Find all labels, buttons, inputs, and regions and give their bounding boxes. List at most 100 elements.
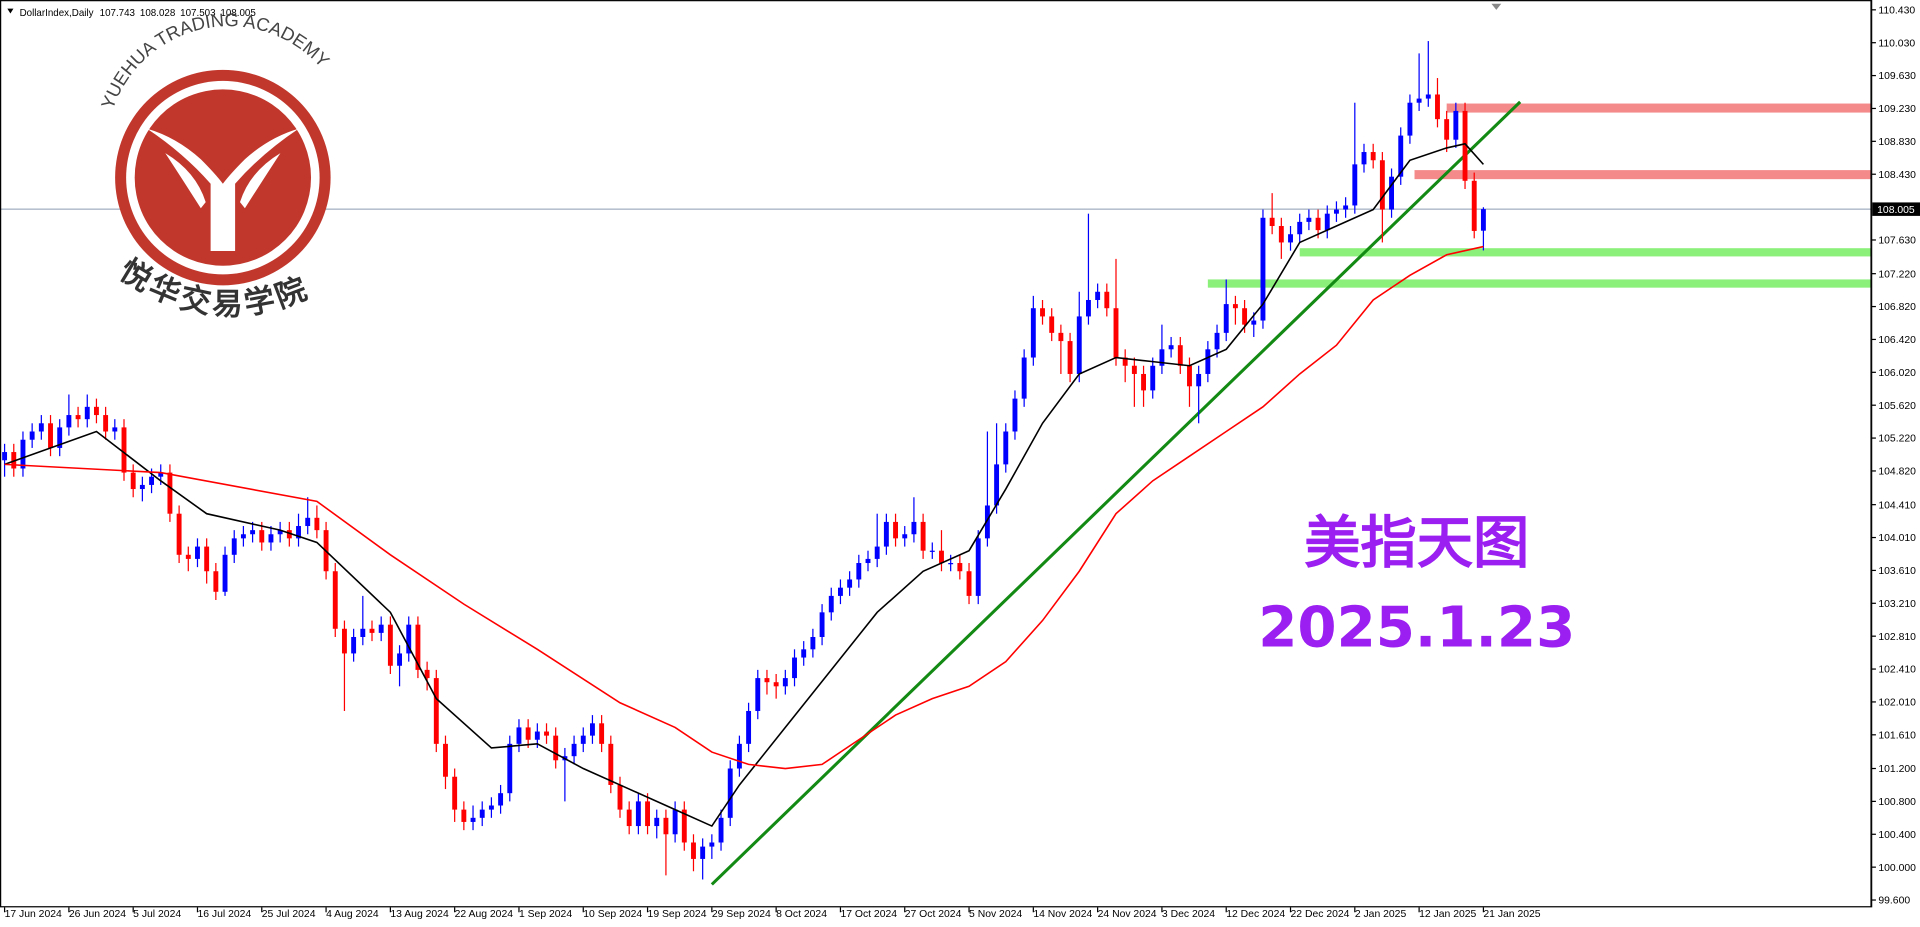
candle-body bbox=[764, 678, 770, 683]
y-tick-label: 104.010 bbox=[1878, 533, 1916, 544]
candle-body bbox=[681, 809, 687, 843]
candle-body bbox=[1187, 365, 1192, 387]
candle-body bbox=[332, 571, 338, 629]
y-tick-label: 105.620 bbox=[1878, 401, 1916, 412]
candle-body bbox=[939, 550, 944, 564]
y-tick-label: 105.220 bbox=[1878, 434, 1916, 445]
candle-body bbox=[599, 723, 605, 744]
moving-average bbox=[4, 142, 1485, 828]
header-info: DollarIndex,Daily 107.743 108.028 107.503 10… bbox=[20, 8, 257, 19]
candle-body bbox=[828, 595, 834, 613]
candle-body bbox=[1021, 357, 1027, 399]
candle-body bbox=[397, 653, 403, 666]
zone bbox=[1299, 248, 1872, 257]
candle-body bbox=[1040, 308, 1045, 317]
candle-body bbox=[837, 587, 843, 596]
candle-body bbox=[268, 534, 274, 543]
candle-body bbox=[571, 743, 577, 757]
candle-body bbox=[1232, 304, 1238, 309]
candle-body bbox=[112, 427, 118, 432]
candle-body bbox=[1251, 320, 1257, 325]
x-tick-label: 17 Oct 2024 bbox=[840, 909, 897, 920]
candle-body bbox=[755, 678, 761, 711]
candle-body bbox=[1352, 164, 1358, 206]
y-tick-label: 109.230 bbox=[1878, 104, 1916, 115]
candle-body bbox=[20, 439, 26, 469]
candle-body bbox=[470, 817, 476, 822]
y-tick-label: 103.610 bbox=[1878, 566, 1916, 577]
candle-body bbox=[296, 526, 301, 539]
candle-body bbox=[139, 484, 145, 490]
candle-body bbox=[746, 710, 752, 744]
candle-body bbox=[305, 517, 311, 527]
candle-body bbox=[856, 563, 862, 580]
x-tick-label: 27 Oct 2024 bbox=[905, 909, 962, 920]
candle-body bbox=[1398, 135, 1404, 177]
x-tick-label: 1 Sep 2024 bbox=[519, 909, 572, 920]
x-tick-label: 22 Dec 2024 bbox=[1291, 909, 1350, 920]
current-price-label: 108.005 bbox=[1877, 205, 1915, 216]
y-tick-label: 104.410 bbox=[1878, 500, 1916, 511]
price-axis-bg bbox=[1871, 0, 1920, 927]
y-tick-label: 102.010 bbox=[1878, 698, 1916, 709]
x-tick-label: 29 Sep 2024 bbox=[712, 909, 771, 920]
candle-body bbox=[1104, 291, 1110, 309]
candle-body bbox=[277, 530, 283, 535]
candle-body bbox=[176, 513, 182, 555]
candle-body bbox=[911, 521, 917, 535]
candle-body bbox=[516, 727, 522, 744]
x-tick-label: 16 Jul 2024 bbox=[197, 909, 251, 920]
logo: YUEHUA TRADING ACADEMY 悦华交易学院 bbox=[97, 9, 334, 322]
x-tick-label: 19 Sep 2024 bbox=[648, 909, 707, 920]
candle-body bbox=[286, 530, 292, 539]
candle-body bbox=[801, 649, 807, 658]
candle-body bbox=[250, 530, 256, 535]
candle-body bbox=[1030, 308, 1036, 358]
candle-body bbox=[103, 415, 109, 432]
candle-body bbox=[672, 809, 678, 835]
candle-body bbox=[1343, 205, 1349, 210]
candle-body bbox=[369, 628, 375, 633]
x-tick-label: 10 Sep 2024 bbox=[583, 909, 642, 920]
candle-body bbox=[488, 805, 494, 810]
candle-body bbox=[782, 678, 788, 687]
candle-body bbox=[1113, 308, 1119, 358]
candle-body bbox=[48, 423, 53, 448]
candle-body bbox=[1141, 373, 1147, 391]
candle-body bbox=[902, 534, 908, 539]
candle-body bbox=[1095, 291, 1101, 300]
candle-body bbox=[553, 735, 559, 761]
x-tick-label: 12 Dec 2024 bbox=[1226, 909, 1285, 920]
candle-body bbox=[1370, 152, 1376, 161]
candle-body bbox=[1333, 209, 1339, 214]
candle-body bbox=[727, 768, 733, 818]
candle-body bbox=[121, 427, 127, 473]
y-tick-label: 104.820 bbox=[1878, 467, 1916, 478]
current-price-box bbox=[1872, 202, 1920, 216]
candle-body bbox=[461, 809, 467, 822]
candle-body bbox=[1242, 308, 1248, 325]
x-tick-label: 8 Oct 2024 bbox=[776, 909, 827, 920]
candle-body bbox=[608, 743, 614, 785]
candle-body bbox=[452, 776, 458, 810]
moving-average bbox=[4, 245, 1484, 770]
candle-body bbox=[544, 731, 549, 736]
candle-body bbox=[222, 554, 228, 592]
candle-body bbox=[1122, 357, 1128, 366]
candle-body bbox=[874, 546, 880, 559]
candle-body bbox=[1324, 213, 1330, 231]
annotation-title: 美指天图 bbox=[1304, 510, 1529, 576]
y-tick-label: 100.800 bbox=[1878, 797, 1916, 808]
trend-line bbox=[710, 100, 1522, 886]
candle-body bbox=[1471, 180, 1477, 231]
candle-body bbox=[691, 842, 696, 859]
candle-body bbox=[213, 571, 219, 592]
candle-body bbox=[736, 743, 742, 769]
y-tick-label: 109.630 bbox=[1878, 71, 1916, 82]
x-tick-label: 22 Aug 2024 bbox=[455, 909, 514, 920]
candle-body bbox=[351, 636, 357, 654]
candle-body bbox=[663, 817, 669, 835]
candle-body bbox=[1306, 217, 1312, 222]
candle-body bbox=[1462, 110, 1468, 181]
